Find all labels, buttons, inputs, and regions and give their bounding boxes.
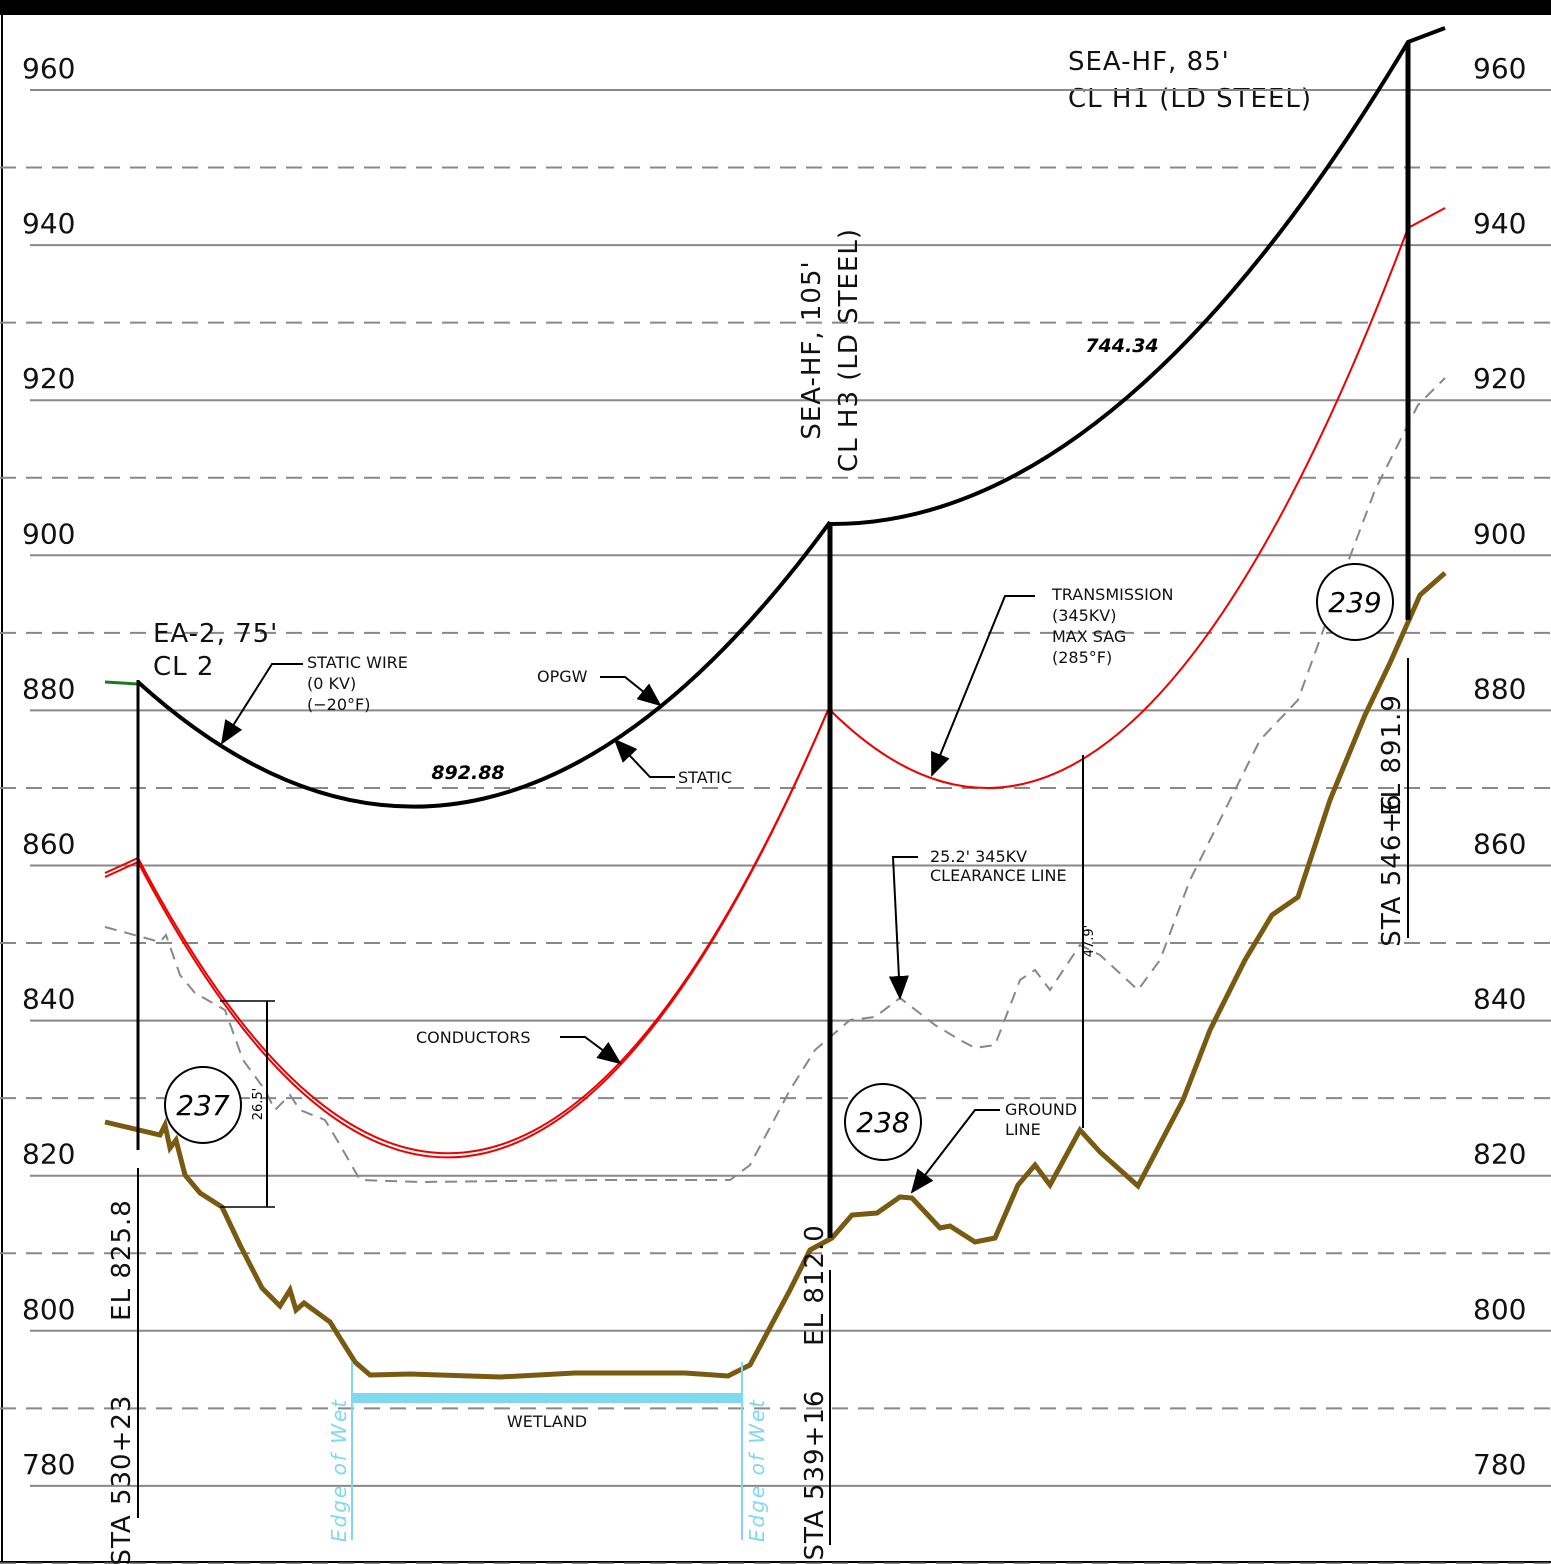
edge-label: Edge of Wet [327,1398,351,1542]
elevation-label: 840 [22,983,75,1016]
station: STA 539+16 [800,1390,830,1561]
span-length: 892.88 [431,762,504,784]
elevation-label: 820 [1473,1138,1526,1171]
span-length: 744.34 [1085,335,1158,357]
elevation-label: 920 [22,362,75,395]
elevation-label: 780 [1473,1448,1526,1481]
elevation-label: 940 [1473,207,1526,240]
callout: (0 KV) [307,674,356,693]
static-wire [831,26,1446,526]
callout: LINE [1005,1120,1041,1139]
structure-type: SEA-HF, 85' [1068,47,1230,77]
elevation-label: 960 [1473,52,1526,85]
structure-centerline: CL H1 (LD STEEL) [1068,84,1312,114]
structure-type: SEA-HF, 105' [797,260,827,439]
elevation: EL 891.9 [1377,694,1407,816]
callout: CLEARANCE LINE [930,866,1067,885]
leader [600,676,662,707]
elevation: EL 812.0 [800,1224,830,1346]
callout: MAX SAG [1052,627,1126,646]
leader [931,595,1035,777]
conductor [104,709,829,1159]
dimension-label: 26.5' [251,1088,266,1121]
elevation-label: 860 [1473,828,1526,861]
elevation-label: 860 [22,828,75,861]
station: STA 546+6 [1377,793,1407,946]
callout: 25.2' 345KV [930,847,1027,866]
structure-centerline: CL 2 [153,652,214,682]
leader [220,663,303,745]
static-wire [136,520,832,809]
structure-number: 238 [856,1106,909,1139]
ground-line [104,571,1447,1380]
top-border [0,0,1551,15]
elevation-label: 800 [1473,1293,1526,1326]
grid: 960 960 940 940 920 920 900 900 880 880 860 860 840 8… [0,52,1551,1564]
callout: STATIC [678,768,732,787]
edge-label: Edge of Wet [745,1398,769,1542]
structure-type: EA-2, 75' [153,619,278,649]
elevation-label: 940 [22,207,75,240]
structure-number: 239 [1328,586,1381,619]
static-stub [104,680,139,686]
leader [888,856,918,1000]
callout: GROUND [1005,1100,1077,1119]
callout: (345KV) [1052,606,1116,625]
elevation-label: 920 [1473,362,1526,395]
elevation-label: 900 [22,517,75,550]
structure-bubble [1316,563,1394,641]
structure-number: 237 [176,1089,230,1122]
elevation-label: 840 [1473,983,1526,1016]
elevation-label: 900 [1473,517,1526,550]
structure-centerline: CL H3 (LD STEEL) [834,228,864,472]
elevation-label: 780 [22,1448,75,1481]
callout: (285°F) [1052,648,1112,667]
leader [613,738,675,778]
structure-bubble [164,1066,242,1144]
callout: STATIC WIRE [307,653,408,672]
leader [910,1109,1000,1194]
wetland-bar [352,1393,742,1403]
callout: CONDUCTORS [416,1028,531,1047]
elevation-label: 820 [22,1138,75,1171]
elevation: EL 825.8 [107,1199,137,1321]
station: STA 530+23 [107,1395,137,1564]
wetland-label: WETLAND [507,1412,587,1431]
callout: TRANSMISSION [1051,585,1173,604]
elevation-label: 800 [22,1293,75,1326]
dimension-label: 47.9' [1082,925,1097,958]
leader [560,1036,622,1065]
elevation-label: 880 [1473,672,1526,705]
conductor [829,207,1446,789]
elevation-label: 880 [22,672,75,705]
structure-bubble [844,1083,922,1161]
callout: (−20°F) [307,695,370,714]
elevation-label: 960 [22,52,75,85]
clearance-line [104,377,1446,1184]
callout: OPGW [537,667,588,686]
